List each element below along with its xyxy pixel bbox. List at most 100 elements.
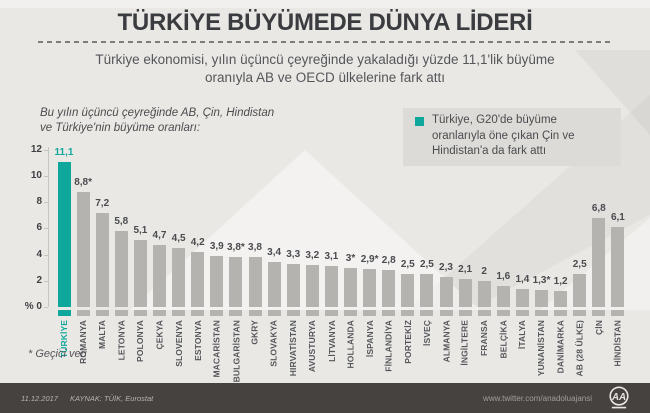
bar-category-label: SLOVAKYA: [269, 320, 280, 367]
bar-value-label: 3,1: [324, 251, 339, 262]
bar-category-label: AVUSTURYA: [307, 320, 318, 373]
bar-value-label: 3,3: [286, 249, 301, 260]
bar: [401, 274, 415, 307]
bar-category-label: İNGİLTERE: [460, 320, 471, 366]
bar: [515, 289, 529, 307]
y-axis-tick-label: 6: [36, 222, 42, 234]
bar: [573, 274, 587, 307]
bar-value-label: 8,8*: [74, 177, 92, 188]
bar-category-label: İSVEÇ: [421, 320, 432, 347]
chart-annotation: Bu yılın üçüncü çeyreğinde AB, Çin, Hind…: [40, 106, 274, 136]
bar: [191, 252, 205, 307]
bar-tick-square: [363, 310, 377, 316]
bar-tick-square: [401, 310, 415, 316]
bar-tick-square: [611, 310, 625, 316]
legend-text: Türkiye, G20'de büyüme oranlarıyla öne ç…: [432, 113, 575, 160]
bar-value-label: 5,1: [133, 225, 148, 236]
bar-category-label: HIRVATİSTAN: [288, 320, 299, 377]
footer-source: KAYNAK: TÜİK, Eurostat: [70, 394, 154, 403]
bar: [114, 231, 128, 307]
y-axis-tick-label: 12: [30, 143, 42, 155]
y-axis-tick-mark: [44, 176, 48, 177]
bar-category-label: ESTONYA: [192, 320, 203, 361]
y-axis-tick-label: 8: [36, 196, 42, 208]
bar-tick-square: [458, 310, 472, 316]
y-axis-tick-mark: [44, 149, 48, 151]
bar-value-label: 2,5: [572, 259, 587, 270]
y-axis-tick-mark: [44, 254, 48, 256]
bar-value-label: 4,5: [171, 233, 186, 244]
legend-bullet-icon: [415, 117, 424, 126]
bar-tick-square: [153, 310, 166, 316]
bar-value-label: 3*: [345, 253, 356, 264]
bar: [133, 240, 147, 307]
bar-value-label: 4,2: [190, 237, 205, 248]
legend-line-1: Türkiye, G20'de büyüme: [432, 114, 557, 126]
bar: [172, 248, 186, 307]
bar-value-label: 5,8: [114, 216, 129, 227]
bar-value-label: 7,2: [95, 198, 110, 209]
bar-value-label: 1,6: [496, 271, 511, 282]
bar: [382, 270, 396, 307]
y-axis-tick-label: 4: [36, 248, 42, 260]
y-axis-tick-label: % 0: [24, 301, 42, 312]
bar: [363, 269, 377, 307]
bar-value-label: 2,5: [400, 259, 415, 270]
bar: [535, 290, 548, 307]
bar-category-label: İSPANYA: [364, 320, 375, 358]
bar-tick-square: [172, 310, 186, 316]
bar-category-label: ALMANYA: [441, 320, 451, 363]
footer-bar: 11.12.2017 KAYNAK: TÜİK, Eurostat www.tw…: [0, 383, 650, 413]
bar: [76, 192, 90, 307]
bar-value-label: 1,4: [515, 274, 530, 285]
bar-tick-square: [382, 310, 396, 316]
y-axis-tick-mark: [44, 202, 48, 204]
page-title: TÜRKİYE BÜYÜMEDE DÜNYA LİDERİ: [117, 9, 533, 36]
bar-tick-square: [286, 310, 300, 316]
legend-line-3: Hindistan'a da fark attı: [432, 145, 547, 157]
bar-tick-square: [477, 310, 491, 316]
bar-tick-square: [267, 310, 281, 316]
bar: [324, 266, 338, 307]
y-axis-tick-label: 10: [30, 170, 42, 181]
bar: [420, 274, 434, 307]
bar: [305, 265, 319, 307]
bar: [496, 286, 510, 307]
bar-value-label: 4,7: [152, 230, 167, 241]
bar-value-label: 3,2: [305, 250, 320, 261]
bar-category-label: ÇEKYA: [154, 320, 165, 350]
page-subtitle: Türkiye ekonomisi, yılın üçüncü çeyreğin…: [0, 51, 650, 87]
bar: [229, 257, 243, 307]
bar: [458, 279, 472, 307]
legend-box: Türkiye, G20'de büyüme oranlarıyla öne ç…: [403, 108, 621, 166]
bar: [210, 256, 224, 307]
bar-value-label: 1,2: [553, 276, 568, 287]
bar: [592, 218, 606, 307]
anadolu-agency-logo-icon: AA: [609, 386, 629, 409]
bar: [554, 291, 568, 307]
bar-category-label: HİNDİSTAN: [612, 320, 623, 367]
bar-value-label: 2,1: [458, 264, 473, 275]
bar-tick-square: [305, 310, 319, 316]
bar: [95, 213, 109, 307]
bar-tick-square: [95, 310, 109, 316]
bar-category-label: LİTVANYA: [326, 320, 337, 362]
bar-tick-square: [57, 310, 71, 316]
bar-value-label: 2,9*: [360, 254, 379, 265]
bar-category-label: BELÇİKA: [498, 320, 509, 359]
bar-category-label: HOLLANDA: [345, 320, 356, 369]
bar-value-label: 2,8: [381, 255, 396, 266]
annotation-line-1: Bu yılın üçüncü çeyreğinde AB, Çin, Hind…: [40, 107, 275, 119]
bar-tick-square: [573, 310, 587, 316]
footnote: * Geçici veri: [28, 348, 87, 360]
bar-category-label: İTALYA: [517, 320, 528, 350]
bar-value-label: 2,3: [439, 262, 453, 273]
footer-date: 11.12.2017: [21, 394, 58, 403]
bar-tick-square: [133, 310, 147, 316]
bar: [153, 245, 166, 307]
bar-tick-square: [592, 310, 606, 316]
bar: [611, 227, 625, 307]
bar-value-label: 2,5: [419, 259, 434, 270]
